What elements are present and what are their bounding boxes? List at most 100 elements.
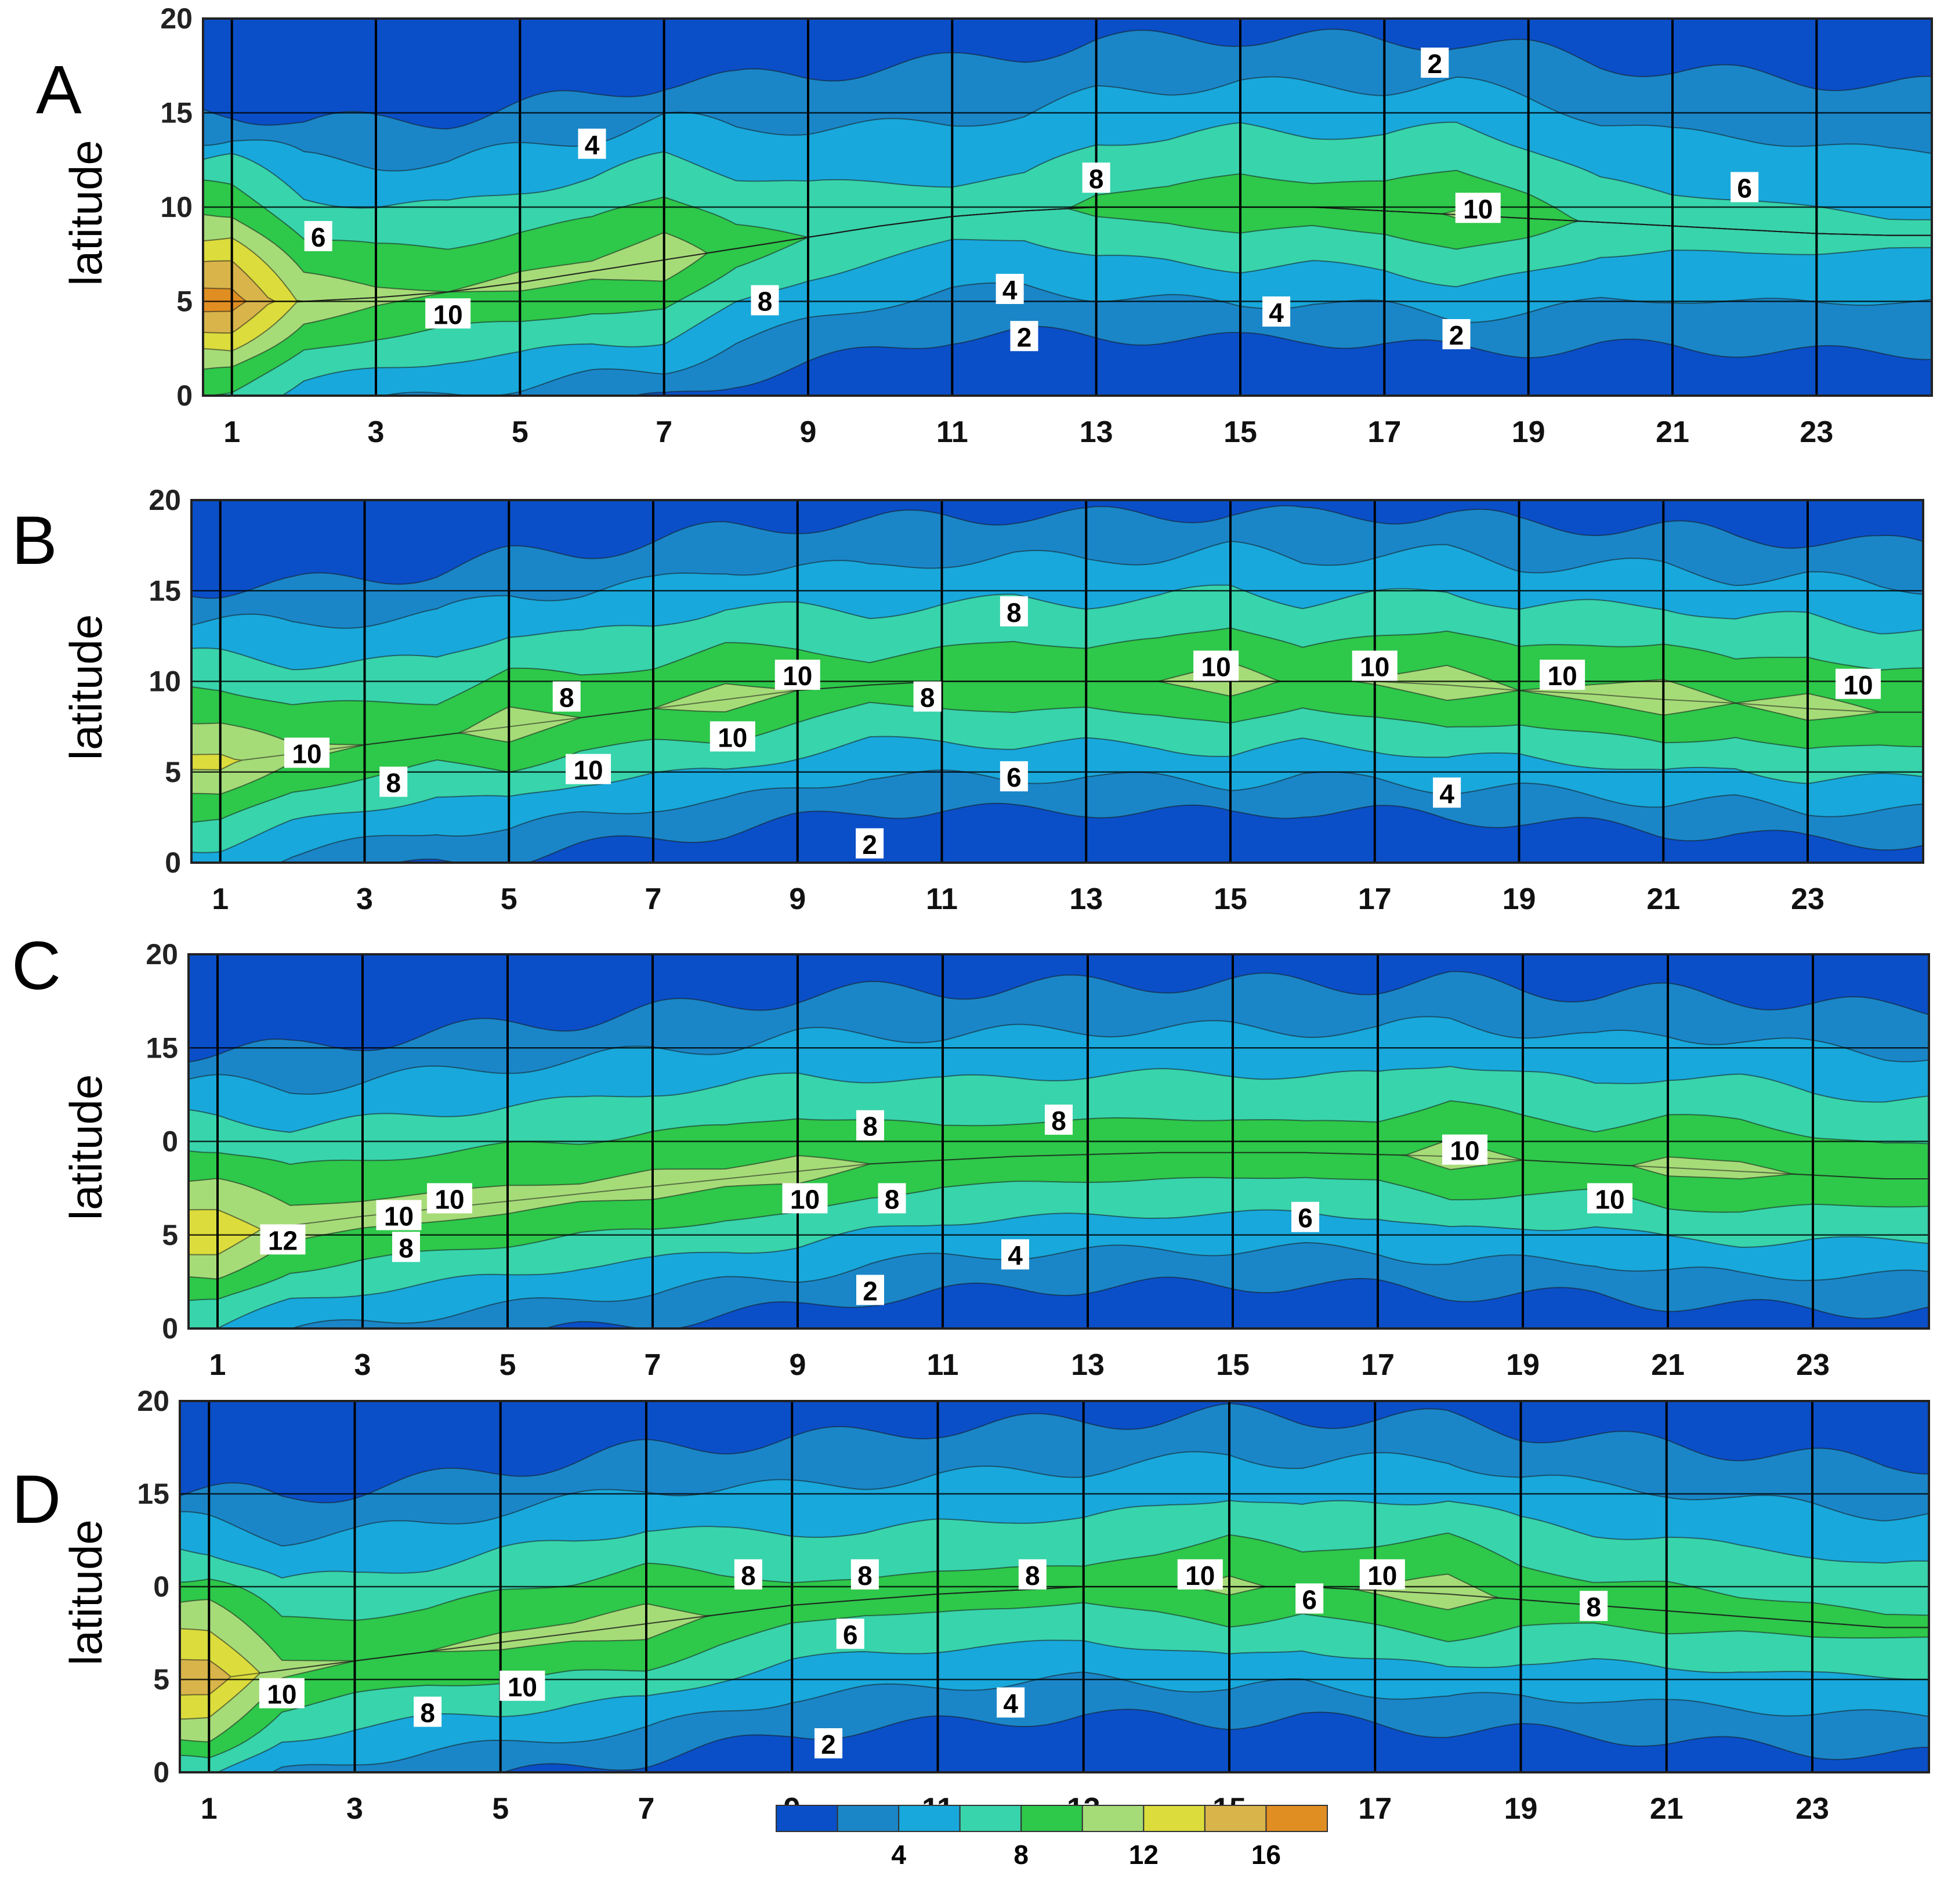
contour-band-8 [189, 1100, 1929, 1301]
contour-label-bg [1442, 319, 1471, 349]
x-tick-label: 21 [1656, 415, 1689, 449]
contour-label: 6 [1737, 173, 1752, 204]
contour-label-bg [304, 221, 332, 251]
x-tick-label: 1 [223, 415, 240, 449]
contour-label-bg [1000, 596, 1028, 627]
y-tick-label: 20 [146, 938, 178, 971]
x-tick-label: 11 [927, 1348, 959, 1382]
colorbar: 4 8 12 16 [776, 1805, 1328, 1870]
contour-label: 2 [863, 1276, 878, 1306]
contour-label-bg [284, 737, 330, 768]
x-tick-label: 3 [346, 1792, 363, 1826]
contour-label: 2 [1017, 322, 1032, 352]
contour-band-8 [191, 627, 1923, 823]
contour-label-bg [856, 1110, 884, 1141]
contour-label: 10 [1367, 1561, 1397, 1591]
contour-label: 10 [718, 722, 747, 752]
y-tick-label: 0 [162, 1312, 178, 1345]
panel-letter: A [36, 52, 82, 128]
colorbar-tick-label: 12 [1129, 1840, 1159, 1870]
plot-frame [179, 1400, 1930, 1773]
contour-label-bg [379, 766, 408, 797]
y-tick-label: 0 [153, 1756, 169, 1789]
contour-label: 6 [843, 1620, 858, 1650]
colorbar-swatch [837, 1805, 900, 1832]
contour-label: 10 [1201, 652, 1231, 682]
y-tick-label: 0 [153, 1570, 169, 1603]
contour-label: 6 [1302, 1584, 1317, 1615]
contour-label-bg [1177, 1559, 1223, 1590]
contour-label-bg [1262, 296, 1291, 327]
y-axis-label: latitude [60, 614, 111, 761]
plot-frame [187, 953, 1930, 1330]
x-tick-label: 1 [201, 1792, 218, 1826]
colorbar-swatch [1020, 1805, 1083, 1832]
contour-label-bg [1580, 1591, 1608, 1621]
colorbar-tick-label: 8 [1013, 1840, 1029, 1870]
contour-label-bg [414, 1696, 442, 1727]
contour-band-16 [203, 207, 1932, 313]
panel-letter: D [12, 1461, 61, 1538]
contour-label: 8 [386, 768, 401, 798]
contour-label-bg [566, 754, 611, 784]
x-tick-label: 23 [1791, 882, 1824, 916]
contour-label-bg [499, 1670, 545, 1701]
contour-label: 10 [1185, 1561, 1215, 1591]
contour-label: 8 [399, 1233, 414, 1263]
contour-label: 10 [573, 755, 603, 786]
x-tick-label: 9 [789, 882, 806, 916]
contour-label: 6 [1007, 762, 1022, 792]
x-tick-label: 19 [1512, 415, 1545, 449]
x-tick-label: 7 [656, 415, 672, 449]
contour-label: 8 [1025, 1561, 1040, 1591]
contour-label-bg [1587, 1183, 1632, 1214]
contour-label-bg [782, 1183, 828, 1214]
contour-label: 4 [1439, 779, 1454, 809]
contour-label: 10 [1843, 670, 1873, 700]
contour-label-bg [578, 128, 606, 159]
y-tick-label: 5 [165, 756, 181, 788]
contour-label-bg [856, 828, 884, 859]
contour-label: 4 [1003, 1689, 1018, 1719]
contour-label: 10 [1595, 1184, 1624, 1214]
y-axis-label: latitude [60, 140, 111, 286]
y-tick-label: 15 [146, 1031, 178, 1064]
x-tick-label: 13 [1071, 1348, 1105, 1382]
contour-label: 2 [1427, 49, 1442, 79]
x-tick-label: 19 [1503, 882, 1536, 916]
contour-label: 8 [1586, 1592, 1601, 1622]
y-tick-label: 0 [165, 846, 181, 879]
plot-frame [190, 499, 1924, 864]
contour-label-bg [1433, 777, 1461, 808]
contour-label-bg [878, 1183, 906, 1214]
x-tick-label: 23 [1800, 415, 1833, 449]
contour-label: 8 [741, 1561, 756, 1591]
panel-letter: B [12, 502, 57, 579]
contour-band-8 [180, 1532, 1929, 1759]
contour-label-bg [814, 1728, 843, 1758]
contour-label: 2 [1449, 320, 1464, 350]
contour-label-bg [1442, 1134, 1487, 1165]
x-tick-label: 3 [354, 1348, 371, 1382]
contour-label: 8 [559, 683, 574, 713]
contour-label-bg [995, 274, 1024, 304]
contour-label: 8 [1007, 598, 1022, 628]
contour-label-bg [836, 1619, 864, 1649]
x-tick-label: 17 [1367, 415, 1401, 449]
y-tick-label: 0 [176, 379, 193, 412]
contour-label-bg [427, 1183, 472, 1214]
contour-label: 4 [1002, 275, 1018, 305]
colorbar-swatch [776, 1805, 838, 1832]
x-tick-label: 15 [1214, 882, 1247, 916]
contour-label-bg [259, 1678, 305, 1708]
x-tick-label: 7 [645, 882, 662, 916]
contour-label-bg [1291, 1201, 1319, 1232]
y-tick-label: 5 [176, 285, 193, 318]
x-tick-label: 9 [790, 1348, 806, 1382]
x-tick-label: 15 [1216, 1348, 1250, 1382]
colorbar-swatch [898, 1805, 961, 1832]
contour-label: 10 [435, 1184, 464, 1214]
contour-label: 2 [821, 1729, 836, 1760]
